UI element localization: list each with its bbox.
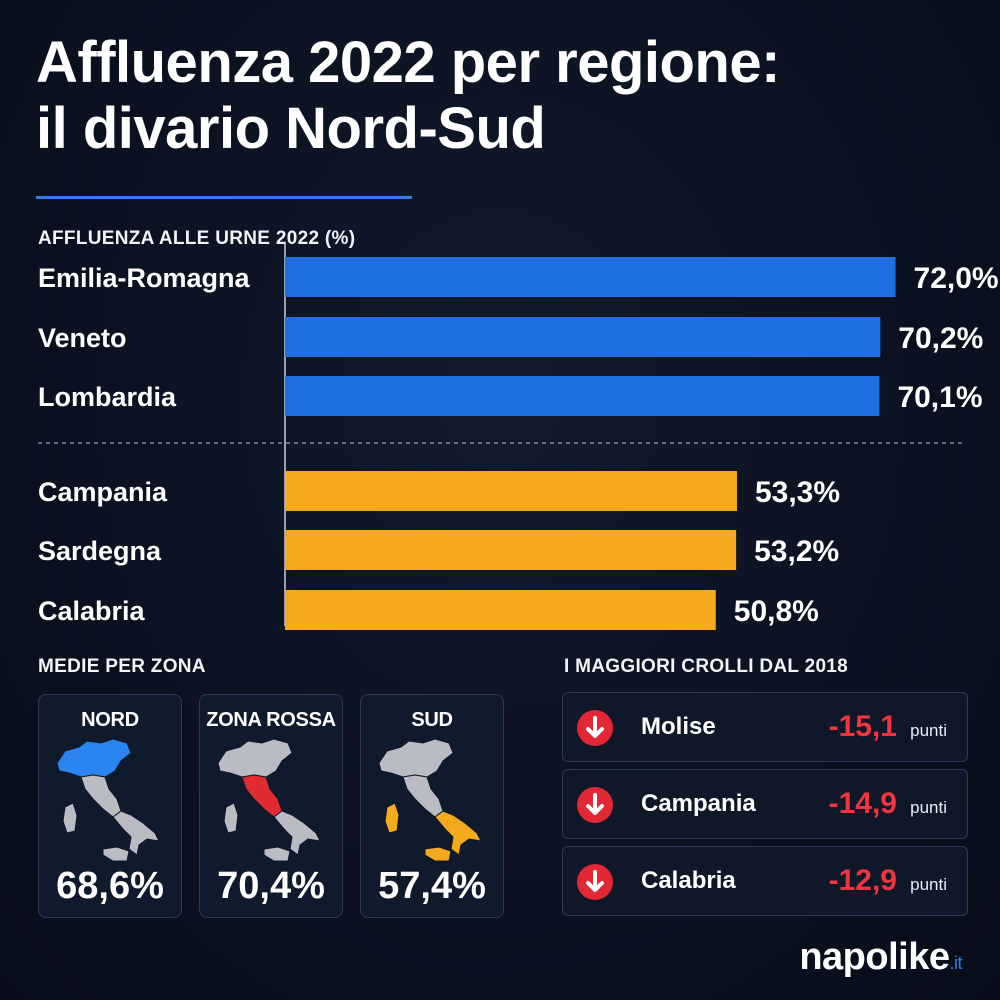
- drop-row-calabria: Calabria -12,9 punti: [562, 846, 968, 916]
- title-line-2: il divario Nord-Sud: [36, 96, 546, 161]
- bar-sardegna: [285, 530, 737, 570]
- italy-map-icon: [217, 738, 321, 862]
- map-area-sicily: [102, 846, 130, 862]
- zone-value: 57,4%: [378, 865, 486, 907]
- drop-unit: punti: [910, 721, 947, 740]
- map-area-sud: [112, 810, 160, 856]
- map-area-centro: [241, 774, 283, 818]
- drop-unit: punti: [910, 798, 947, 817]
- map-area-sardinia: [62, 802, 78, 834]
- value-label: 53,2%: [754, 535, 839, 568]
- drop-row-molise: Molise -15,1 punti: [562, 692, 968, 762]
- title-underline: [36, 196, 412, 199]
- map-area-nord: [378, 738, 454, 778]
- value-label: 70,2%: [898, 322, 983, 355]
- zone-name: NORD: [81, 709, 139, 731]
- brand-name: napolike: [799, 936, 950, 978]
- drop-region: Campania: [641, 790, 756, 817]
- value-label: 53,3%: [755, 476, 840, 509]
- drop-unit: punti: [910, 875, 947, 894]
- italy-map-icon: [378, 738, 482, 862]
- zone-name: SUD: [411, 709, 453, 731]
- value-label: 72,0%: [914, 262, 999, 295]
- map-area-sardinia: [223, 802, 239, 834]
- zone-value: 68,6%: [56, 865, 164, 907]
- arrow-down-icon: [577, 864, 613, 900]
- map-area-sicily: [263, 846, 291, 862]
- category-label: Campania: [38, 477, 168, 507]
- zone-value: 70,4%: [217, 865, 325, 907]
- title-line-1: Affluenza 2022 per regione:: [36, 30, 780, 95]
- drop-value: -12,9: [828, 864, 897, 897]
- map-area-sud: [273, 810, 321, 856]
- map-area-nord: [56, 738, 132, 778]
- category-label: Veneto: [38, 323, 127, 353]
- value-label: 70,1%: [897, 381, 982, 414]
- turnout-bar-chart: Emilia-Romagna 72,0% Veneto 70,2% Lombardia 7…: [38, 242, 999, 630]
- drop-row-campania: Campania -14,9 punti: [562, 769, 968, 839]
- map-area-centro: [402, 774, 444, 818]
- arrow-down-icon: [577, 710, 613, 746]
- arrow-down-icon: [577, 787, 613, 823]
- zone-name: ZONA ROSSA: [206, 709, 336, 731]
- zone-card-nord: NORD 68,6%: [38, 694, 182, 918]
- category-label: Lombardia: [38, 382, 177, 412]
- bar-veneto: [285, 317, 881, 357]
- category-label: Emilia-Romagna: [38, 263, 251, 293]
- brand-logo: napolike.it: [799, 936, 962, 979]
- zone-card-zona-rossa: ZONA ROSSA 70,4%: [199, 694, 343, 918]
- italy-map-icon: [56, 738, 160, 862]
- bar-calabria: [285, 590, 716, 630]
- drop-region: Molise: [641, 713, 716, 740]
- drop-value: -14,9: [828, 787, 897, 820]
- zones-heading: MEDIE PER ZONA: [38, 656, 206, 677]
- chart-title: AFFLUENZA ALLE URNE 2022 (%): [38, 228, 356, 249]
- category-label: Calabria: [38, 596, 146, 626]
- drop-region: Calabria: [641, 867, 736, 894]
- bar-lombardia: [285, 376, 880, 416]
- brand-tld: .it: [949, 953, 962, 973]
- drops-heading: I MAGGIORI CROLLI DAL 2018: [564, 656, 849, 677]
- map-area-sardinia: [384, 802, 400, 834]
- category-label: Sardegna: [38, 536, 162, 566]
- map-area-centro: [80, 774, 122, 818]
- value-label: 50,8%: [734, 595, 819, 628]
- bar-campania: [285, 471, 737, 511]
- zone-card-sud: SUD 57,4%: [360, 694, 504, 918]
- bar-emilia-romagna: [285, 257, 896, 297]
- map-area-nord: [217, 738, 293, 778]
- page-title: Affluenza 2022 per regione: il divario N…: [36, 30, 976, 162]
- map-area-sicily: [424, 846, 452, 862]
- map-area-sud: [434, 810, 482, 856]
- drop-value: -15,1: [828, 710, 897, 743]
